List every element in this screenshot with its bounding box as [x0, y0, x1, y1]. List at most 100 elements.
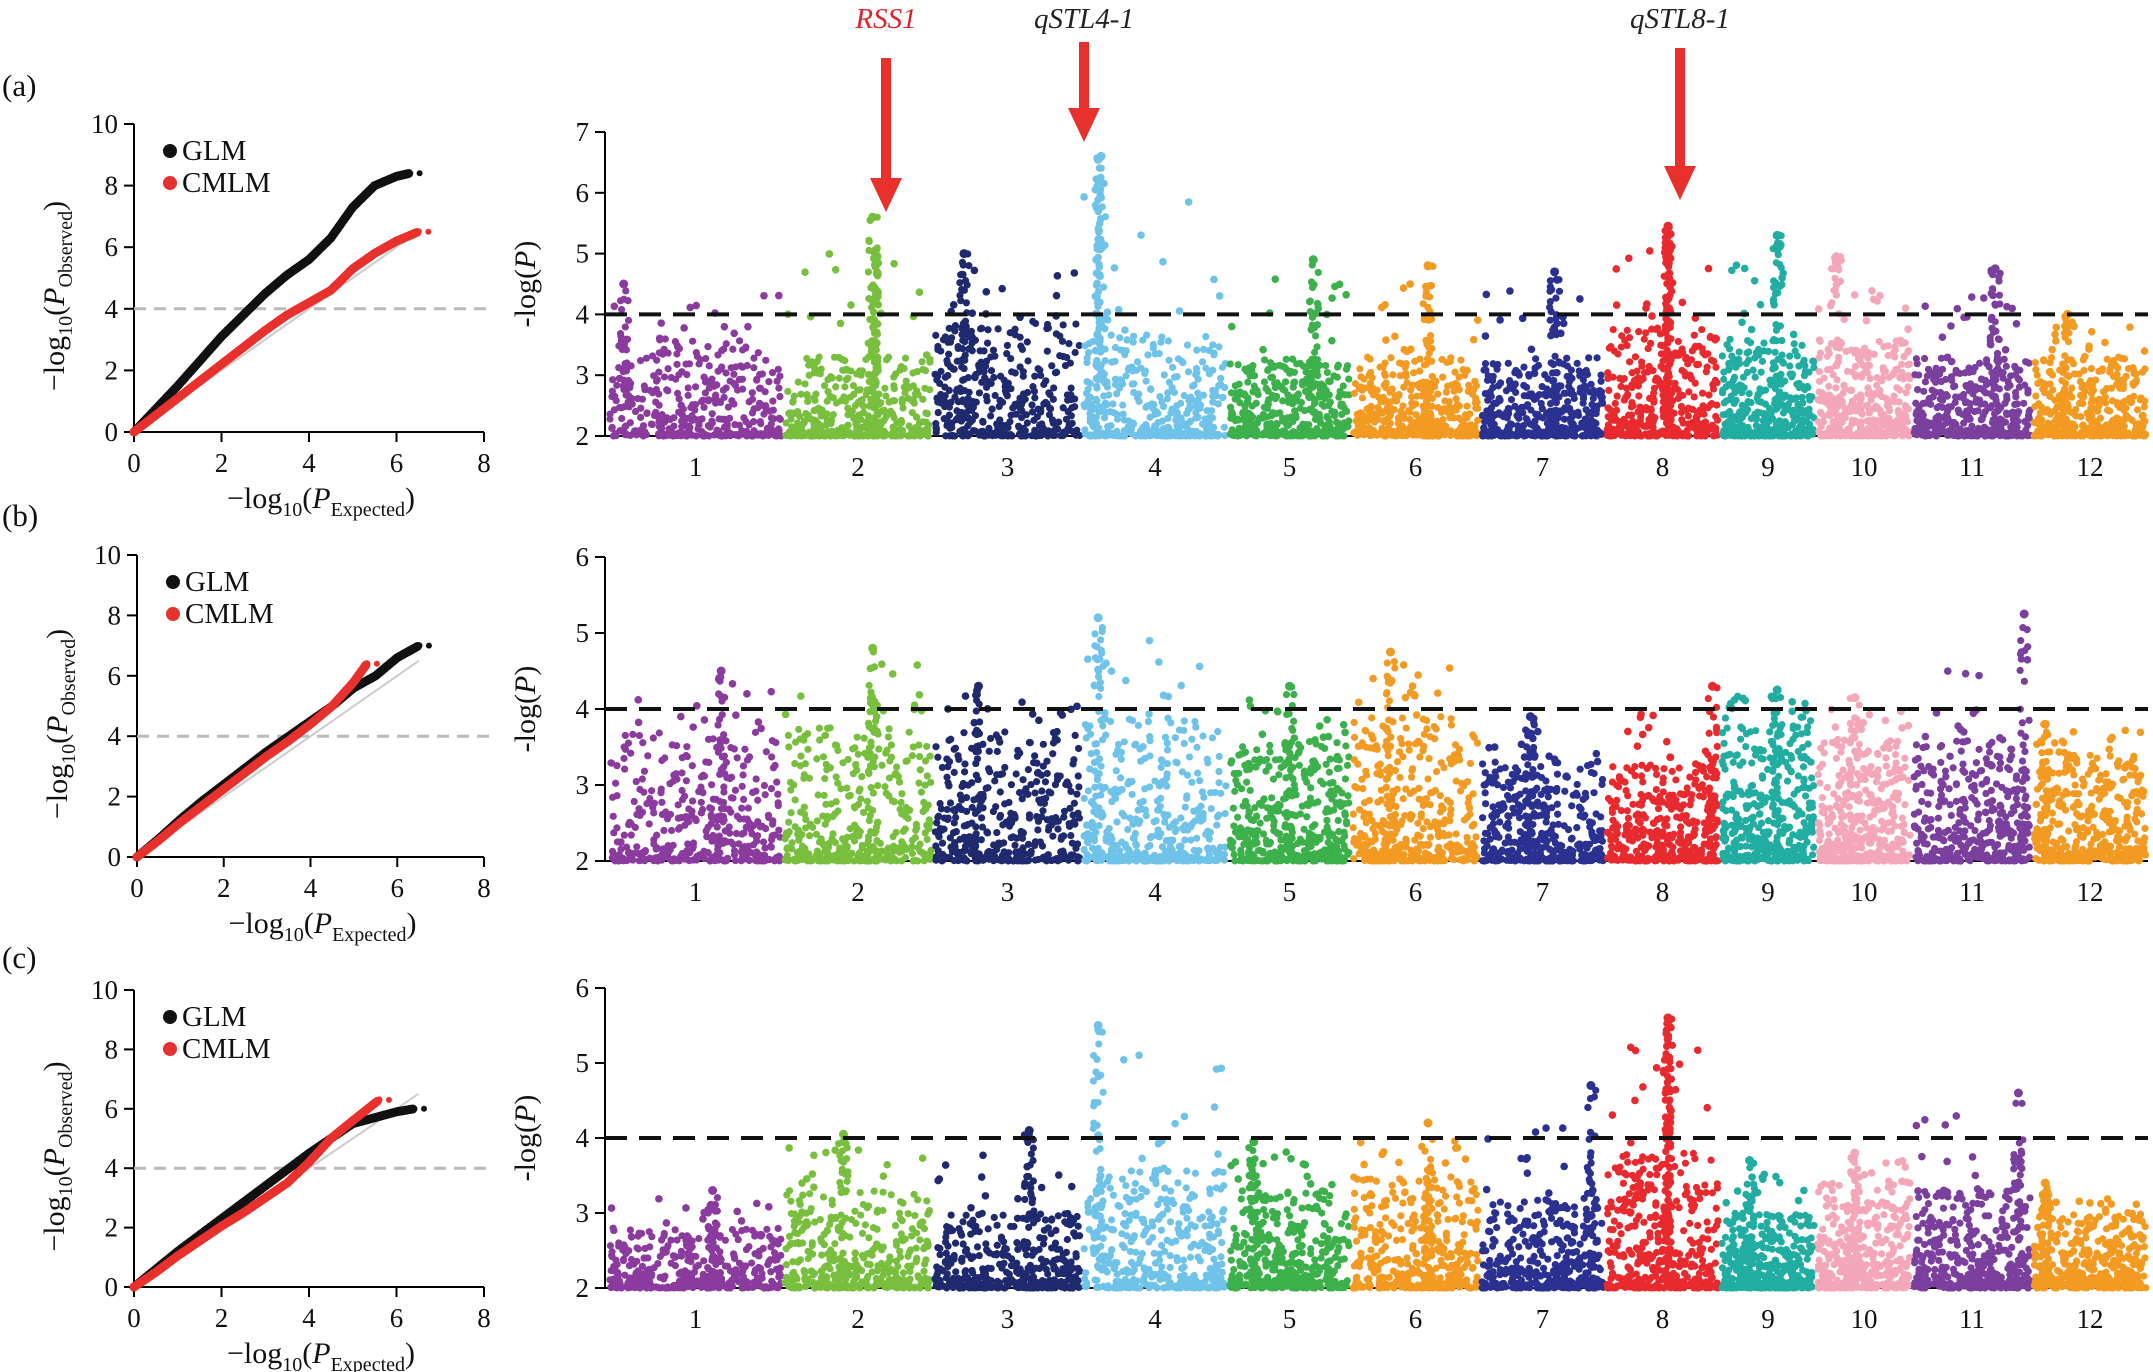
snp-point	[620, 429, 629, 437]
snp-point	[1194, 389, 1202, 397]
snp-point	[1173, 408, 1181, 417]
chromosome-5-points	[1226, 255, 1353, 440]
snp-point	[1439, 373, 1447, 381]
snp-point	[1534, 361, 1543, 370]
snp-point	[1473, 316, 1482, 324]
snp-point	[1297, 424, 1306, 432]
snp-point	[1262, 384, 1270, 393]
snp-point	[1506, 287, 1514, 295]
snp-point	[1086, 379, 1094, 388]
snp-point	[1046, 390, 1054, 399]
snp-point	[632, 427, 640, 435]
snp-point	[1110, 264, 1119, 272]
chromosome-9-points	[1718, 230, 1818, 440]
snp-point	[945, 386, 953, 394]
snp-point	[1375, 405, 1383, 413]
snp-point	[775, 384, 783, 392]
snp-point	[1399, 402, 1407, 410]
snp-point	[618, 414, 626, 423]
snp-point	[786, 430, 795, 439]
snp-point	[1786, 352, 1794, 360]
snp-point	[1552, 406, 1560, 414]
marker-label-rss1: RSS1	[854, 3, 916, 35]
snp-point	[1296, 359, 1304, 368]
snp-point	[835, 374, 843, 382]
snp-point	[1745, 389, 1753, 398]
snp-point	[1493, 365, 1501, 373]
snp-point	[675, 371, 683, 379]
snp-point	[1210, 275, 1218, 284]
snp-point	[610, 302, 619, 311]
snp-point	[1271, 275, 1280, 283]
snp-point	[1481, 360, 1490, 368]
snp-point	[1192, 409, 1200, 417]
snp-point	[692, 348, 700, 357]
snp-point	[1007, 354, 1015, 363]
snp-point	[742, 418, 750, 426]
snp-point	[1487, 392, 1495, 400]
snp-point	[1713, 401, 1721, 409]
qq-point	[386, 1096, 392, 1103]
snp-point	[1149, 404, 1157, 413]
snp-point	[1424, 343, 1433, 351]
snp-point	[1043, 347, 1051, 355]
qq-x-tick-label: 6	[390, 448, 404, 478]
snp-point	[1686, 371, 1694, 379]
snp-point	[1485, 417, 1493, 425]
snp-point	[992, 431, 1000, 439]
qq-y-tick-label: 8	[105, 1034, 119, 1064]
snp-point	[982, 392, 991, 400]
snp-point	[1613, 392, 1621, 400]
snp-point	[842, 376, 850, 384]
snp-point	[1531, 417, 1539, 425]
snp-point	[1633, 381, 1641, 389]
snp-point	[1606, 406, 1614, 414]
snp-point	[692, 301, 701, 310]
snp-point	[727, 364, 735, 372]
snp-point	[775, 414, 783, 422]
snp-point	[1207, 426, 1216, 435]
snp-point	[902, 377, 910, 385]
snp-point	[651, 387, 659, 395]
snp-point	[1567, 386, 1576, 394]
snp-point	[1294, 390, 1302, 398]
snp-point	[641, 428, 649, 436]
snp-point	[1328, 430, 1336, 438]
snp-point	[695, 419, 703, 428]
snp-point	[1052, 368, 1061, 376]
snp-point	[1555, 287, 1564, 295]
snp-point	[758, 370, 767, 378]
snp-point	[1249, 372, 1257, 380]
snp-point	[959, 376, 967, 384]
snp-point	[836, 319, 845, 328]
snp-point	[841, 383, 849, 391]
snp-point	[1234, 361, 1242, 369]
qq-point	[410, 1105, 418, 1113]
snp-point	[900, 364, 908, 373]
snp-point	[1122, 427, 1130, 435]
snp-point	[1030, 387, 1039, 396]
snp-point	[1128, 380, 1136, 388]
snp-point	[1208, 414, 1217, 422]
chromosome-label-1: 1	[689, 452, 703, 482]
snp-point	[1310, 281, 1318, 289]
snp-point	[784, 387, 792, 396]
qq-x-tick-label: 4	[302, 448, 316, 478]
snp-point	[1051, 426, 1059, 434]
snp-point	[1183, 409, 1191, 417]
snp-point	[1382, 336, 1390, 344]
snp-point	[1677, 431, 1686, 439]
snp-point	[621, 423, 629, 431]
snp-point	[1739, 404, 1747, 412]
snp-point	[901, 354, 910, 362]
snp-point	[890, 384, 898, 393]
snp-point	[1570, 430, 1578, 439]
snp-point	[1704, 404, 1712, 412]
snp-point	[1442, 405, 1450, 413]
snp-point	[1253, 387, 1261, 395]
snp-point	[1646, 432, 1654, 440]
snp-point	[1798, 341, 1806, 349]
snp-point	[1724, 410, 1732, 418]
